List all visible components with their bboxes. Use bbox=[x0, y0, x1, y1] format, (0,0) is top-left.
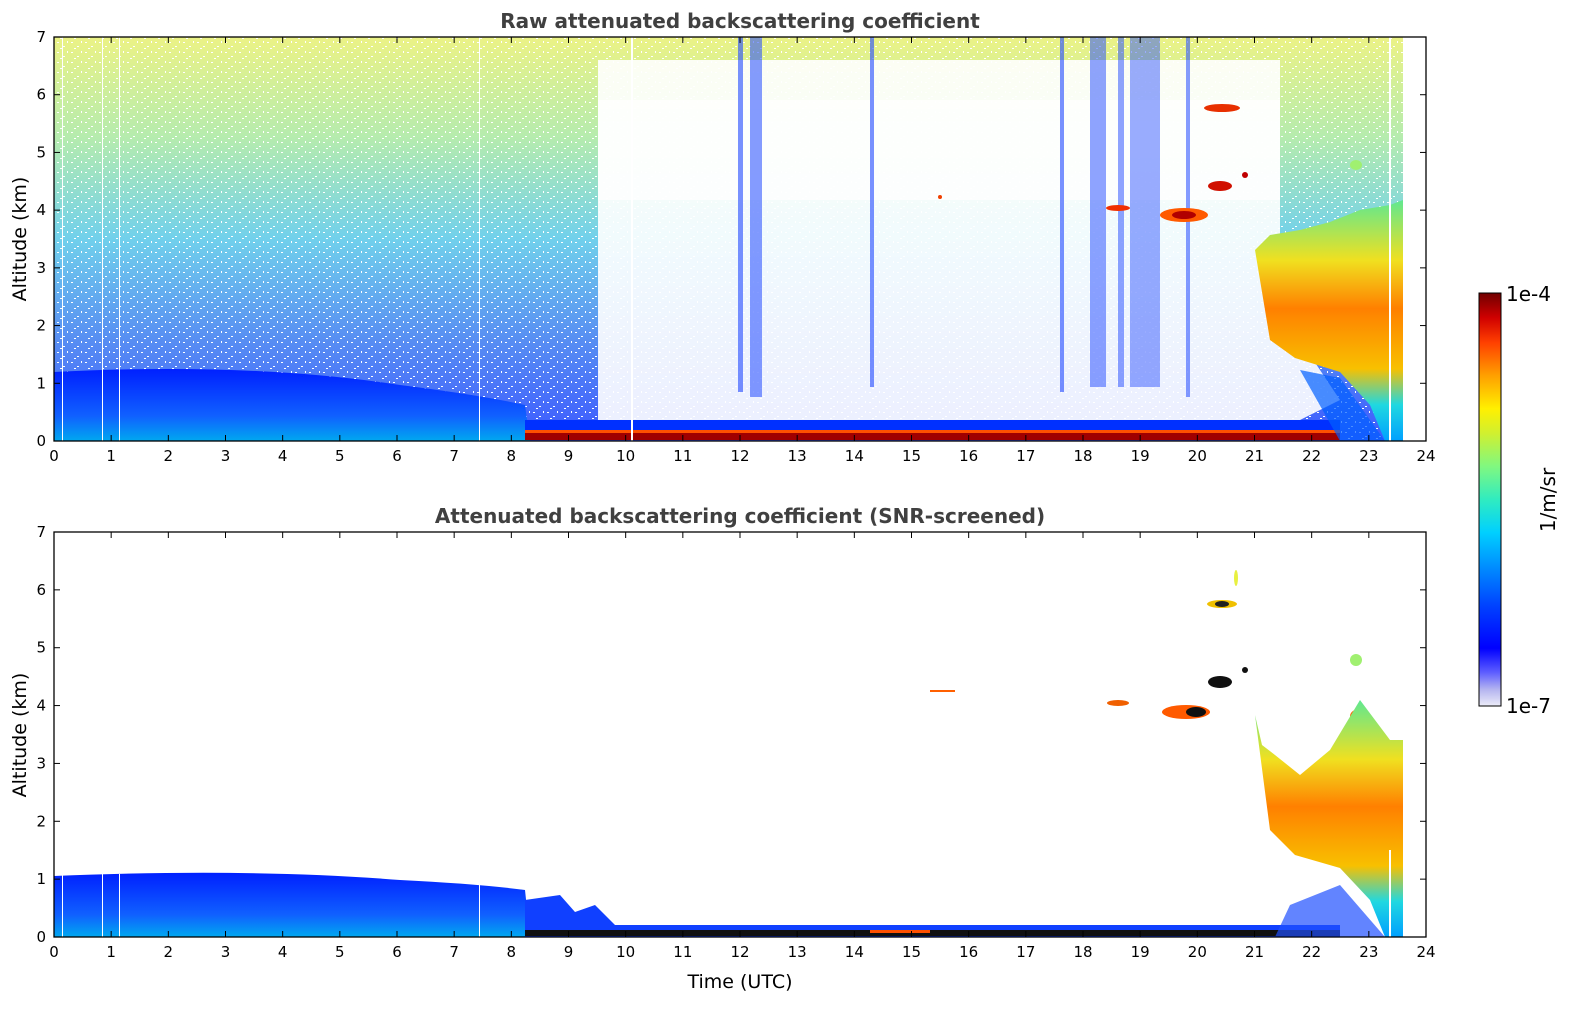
y-tick-label: 2 bbox=[36, 317, 46, 335]
y-tick-label: 1 bbox=[36, 374, 46, 392]
x-tick-label: 8 bbox=[507, 943, 517, 961]
panel2-x-axis: 0 1 2 3 4 5 6 7 8 9 10 11 12 13 14 15 16 17 18 19 20 21 22 23 24 bbox=[49, 532, 1436, 961]
x-tick-label: 12 bbox=[730, 447, 749, 465]
x-tick-label: 21 bbox=[1245, 943, 1264, 961]
y-tick-label: 5 bbox=[36, 639, 46, 657]
x-tick-label: 0 bbox=[49, 943, 59, 961]
x-tick-label: 3 bbox=[221, 943, 231, 961]
y-tick-label: 4 bbox=[36, 201, 46, 219]
x-tick-label: 22 bbox=[1302, 943, 1321, 961]
x-tick-label: 18 bbox=[1073, 447, 1092, 465]
panel2-title: Attenuated backscattering coefficient (S… bbox=[435, 504, 1045, 528]
x-tick-label: 11 bbox=[673, 447, 692, 465]
panel1-title: Raw attenuated backscattering coefficien… bbox=[500, 9, 980, 33]
x-tick-label: 20 bbox=[1188, 447, 1207, 465]
x-tick-label: 10 bbox=[616, 943, 635, 961]
y-tick-label: 6 bbox=[36, 86, 46, 104]
x-tick-label: 10 bbox=[616, 447, 635, 465]
x-tick-label: 16 bbox=[959, 447, 978, 465]
x-tick-label: 6 bbox=[392, 447, 402, 465]
x-tick-label: 24 bbox=[1416, 943, 1435, 961]
y-tick-label: 5 bbox=[36, 143, 46, 161]
x-tick-label: 8 bbox=[507, 447, 517, 465]
panel2-y-label: Altitude (km) bbox=[9, 673, 31, 798]
y-tick-label: 6 bbox=[36, 581, 46, 599]
x-tick-label: 7 bbox=[449, 943, 459, 961]
x-tick-label: 4 bbox=[278, 943, 288, 961]
x-tick-label: 16 bbox=[959, 943, 978, 961]
panel1-heatmap bbox=[54, 37, 1426, 441]
panel1-y-axis: 0 1 2 3 4 5 6 7 bbox=[36, 28, 1426, 450]
x-tick-label: 11 bbox=[673, 943, 692, 961]
y-tick-label: 2 bbox=[36, 812, 46, 830]
y-tick-label: 3 bbox=[36, 259, 46, 277]
snr-screened-panel: Attenuated backscattering coefficient (S… bbox=[9, 504, 1436, 993]
panel2-y-axis: 0 1 2 3 4 5 6 7 bbox=[36, 523, 1426, 946]
x-tick-label: 15 bbox=[902, 943, 921, 961]
y-tick-label: 4 bbox=[36, 697, 46, 715]
y-tick-label: 3 bbox=[36, 754, 46, 772]
x-tick-label: 4 bbox=[278, 447, 288, 465]
x-tick-label: 0 bbox=[49, 447, 59, 465]
x-tick-label: 14 bbox=[845, 943, 864, 961]
x-tick-label: 17 bbox=[1016, 943, 1035, 961]
x-tick-label: 3 bbox=[221, 447, 231, 465]
x-tick-label: 20 bbox=[1188, 943, 1207, 961]
x-tick-label: 13 bbox=[788, 943, 807, 961]
x-tick-label: 21 bbox=[1245, 447, 1264, 465]
x-tick-label: 23 bbox=[1359, 447, 1378, 465]
y-tick-label: 7 bbox=[36, 523, 46, 541]
colorbar-gradient bbox=[1478, 292, 1502, 707]
x-tick-label: 7 bbox=[449, 447, 459, 465]
raw-backscatter-panel: Raw attenuated backscattering coefficien… bbox=[9, 9, 1436, 465]
x-tick-label: 14 bbox=[845, 447, 864, 465]
panel1-x-axis: 0 1 2 3 4 5 6 7 8 9 10 11 12 13 14 15 16 17 18 19 20 21 22 23 24 bbox=[49, 37, 1436, 465]
x-tick-label: 18 bbox=[1073, 943, 1092, 961]
x-tick-label: 2 bbox=[164, 447, 174, 465]
x-tick-label: 24 bbox=[1416, 447, 1435, 465]
colorbar-max-label: 1e-4 bbox=[1506, 282, 1551, 306]
y-tick-label: 0 bbox=[36, 928, 46, 946]
x-tick-label: 1 bbox=[106, 943, 116, 961]
x-tick-label: 2 bbox=[164, 943, 174, 961]
y-tick-label: 7 bbox=[36, 28, 46, 46]
colorbar-min-label: 1e-7 bbox=[1506, 694, 1551, 718]
x-tick-label: 19 bbox=[1131, 447, 1150, 465]
x-tick-label: 12 bbox=[730, 943, 749, 961]
x-tick-label: 19 bbox=[1131, 943, 1150, 961]
y-tick-label: 0 bbox=[36, 432, 46, 450]
x-tick-label: 6 bbox=[392, 943, 402, 961]
y-tick-label: 1 bbox=[36, 870, 46, 888]
panel1-y-label: Altitude (km) bbox=[9, 177, 31, 302]
colorbar-unit-label: 1/m/sr bbox=[1536, 467, 1560, 532]
x-tick-label: 17 bbox=[1016, 447, 1035, 465]
colorbar: 1e-4 1e-7 1/m/sr bbox=[1478, 282, 1560, 718]
x-tick-label: 9 bbox=[564, 447, 574, 465]
x-tick-label: 5 bbox=[335, 943, 345, 961]
x-tick-label: 13 bbox=[788, 447, 807, 465]
panel2-x-label: Time (UTC) bbox=[686, 971, 792, 993]
x-tick-label: 22 bbox=[1302, 447, 1321, 465]
x-tick-label: 23 bbox=[1359, 943, 1378, 961]
x-tick-label: 5 bbox=[335, 447, 345, 465]
x-tick-label: 9 bbox=[564, 943, 574, 961]
panel2-heatmap bbox=[54, 570, 1403, 937]
x-tick-label: 1 bbox=[106, 447, 116, 465]
x-tick-label: 15 bbox=[902, 447, 921, 465]
